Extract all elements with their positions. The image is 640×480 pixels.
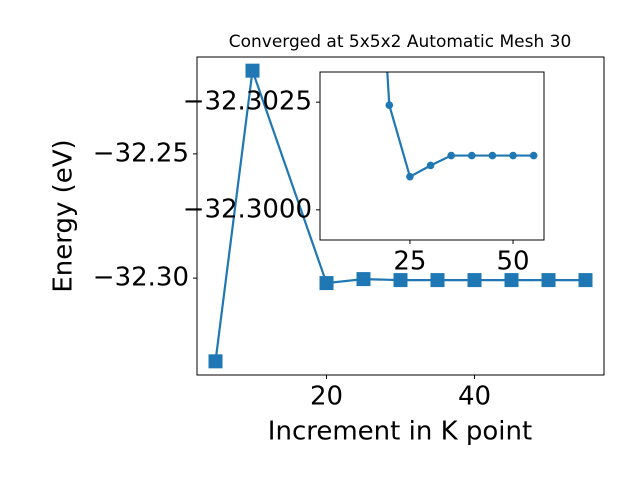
axes-frame: [319, 71, 545, 241]
marker: [468, 151, 476, 160]
marker: [509, 151, 517, 160]
marker: [406, 172, 414, 181]
x-axis-label: Increment in K point: [268, 417, 532, 447]
y-tick-label: −32.3025: [183, 87, 312, 117]
y-axis-label: Energy (eV): [49, 139, 79, 292]
marker: [393, 273, 408, 288]
y-tick-label: −32.30: [93, 263, 189, 293]
marker: [426, 161, 435, 170]
marker: [385, 101, 394, 109]
axes-frame: [196, 56, 605, 376]
chart-title: Converged at 5x5x2 Automatic Mesh 30: [229, 32, 572, 52]
y-tick-label: −32.3000: [183, 194, 312, 224]
marker: [356, 272, 371, 287]
x-tick-label: 20: [310, 382, 343, 412]
series-line: [214, 70, 586, 362]
x-tick-label: 40: [458, 382, 491, 412]
marker: [541, 273, 556, 288]
plot-area: [208, 63, 593, 369]
marker: [529, 151, 538, 160]
y-tick-label: −32.25: [93, 138, 189, 168]
x-tick-label: 25: [393, 247, 426, 277]
marker: [208, 354, 223, 369]
marker: [488, 151, 497, 160]
x-tick-label: 50: [497, 247, 530, 277]
marker: [467, 273, 482, 288]
marker: [430, 273, 445, 288]
marker: [319, 276, 334, 291]
marker: [504, 273, 519, 288]
plot-area: [385, 72, 538, 181]
marker: [578, 273, 593, 288]
marker: [447, 151, 455, 160]
marker: [245, 63, 260, 78]
